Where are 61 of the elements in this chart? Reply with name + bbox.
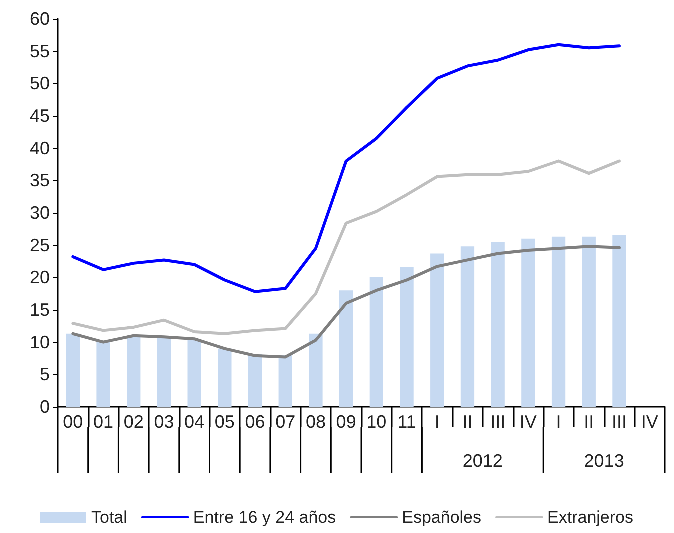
bar [612, 234, 626, 407]
x-tick-label: IV [520, 412, 537, 432]
y-tick-label: 60 [30, 9, 50, 29]
bar [248, 354, 262, 407]
y-tick-label: 25 [30, 235, 50, 256]
x-tick-label: 06 [245, 412, 266, 432]
line-series [72, 43, 621, 294]
y-tick-label: 5 [40, 364, 50, 385]
legend-label: Total [92, 508, 128, 527]
text: 2012 [462, 451, 503, 471]
y-tick-label: 15 [30, 300, 50, 320]
bar [582, 236, 596, 407]
bar [400, 267, 414, 407]
y-tick-label: 45 [30, 106, 50, 126]
x-tick-label: 01 [94, 412, 114, 432]
x-tick-label: 07 [276, 412, 296, 432]
bar [127, 337, 141, 407]
x-tick-label: 10 [366, 412, 387, 432]
bar [309, 334, 323, 407]
bar [460, 246, 475, 407]
x-tick-label: I [434, 412, 440, 432]
y-tick-label: 0 [40, 397, 50, 417]
bar [218, 348, 232, 407]
y-tick-label: 55 [30, 41, 50, 62]
bar [96, 342, 110, 407]
bar [552, 236, 566, 407]
x-tick-label: 05 [214, 412, 235, 432]
bar [66, 334, 80, 407]
x-tick-label: 00 [63, 412, 84, 432]
legend-label: Españoles [402, 508, 482, 527]
x-tick-label: 04 [184, 412, 205, 432]
line-series [72, 160, 621, 336]
bar [339, 290, 354, 407]
x-tick-label: II [584, 412, 594, 432]
y-tick-label: 50 [30, 74, 50, 94]
legend-label: Entre 16 y 24 años [193, 508, 336, 527]
y-tick-label: 40 [30, 138, 50, 158]
x-tick-label: 09 [336, 412, 356, 432]
y-tick-label: 35 [30, 170, 50, 191]
x-tick-label: I [556, 412, 562, 432]
bar [430, 254, 444, 407]
bar [278, 355, 292, 407]
x-tick-label: 03 [154, 412, 174, 432]
x-tick-label: 02 [124, 412, 144, 432]
y-tick-label: 20 [30, 268, 50, 288]
text: 2013 [584, 451, 624, 471]
x-tick-label: III [612, 412, 627, 432]
y-tick-label: 30 [30, 203, 50, 223]
y-tick-label: 10 [30, 332, 50, 352]
x-tick-label: 08 [306, 412, 326, 432]
bar [188, 340, 202, 407]
bar [157, 338, 172, 407]
bar [370, 277, 384, 407]
x-tick-label: III [490, 412, 506, 432]
bar [522, 238, 536, 407]
legend-label: Extranjeros [548, 508, 634, 527]
x-tick-label: II [462, 412, 473, 432]
x-tick-label: 11 [398, 412, 416, 432]
line-series [72, 245, 621, 359]
x-tick-label: IV [641, 412, 658, 432]
bar [491, 242, 505, 407]
